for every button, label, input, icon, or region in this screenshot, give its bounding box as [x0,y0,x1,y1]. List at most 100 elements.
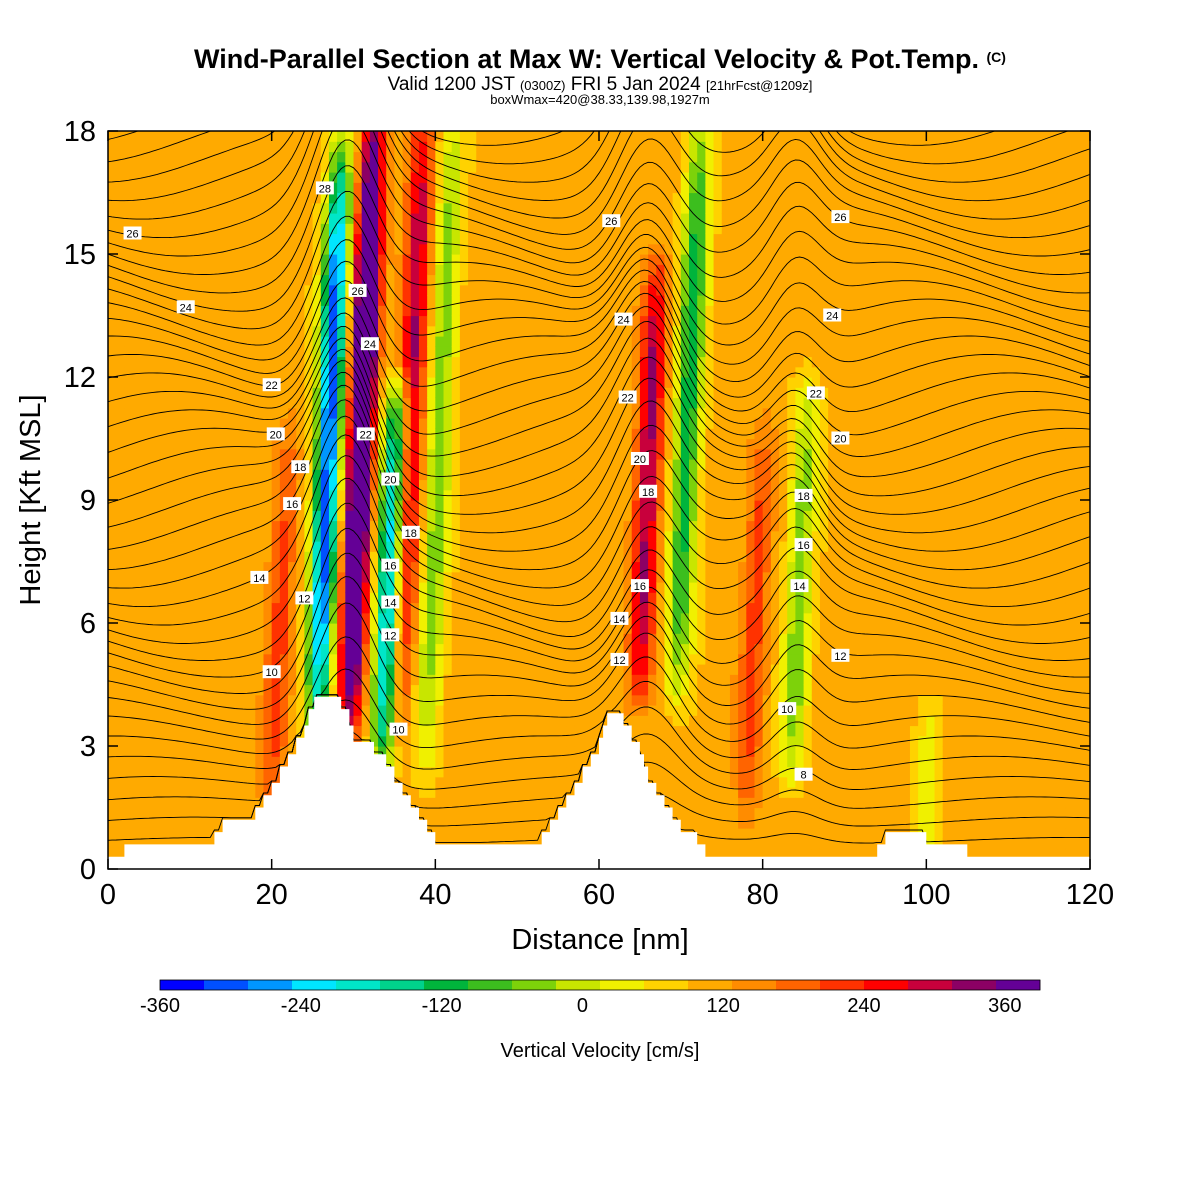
field-cell [476,500,486,511]
field-cell [116,817,125,829]
field-cell [206,489,215,501]
field-cell [271,284,281,296]
field-cell [173,366,183,378]
field-cell [459,295,469,306]
field-cell [508,161,518,173]
field-cell [639,715,649,727]
field-cell [468,776,477,788]
field-cell [271,602,281,614]
field-cell [148,817,158,829]
field-cell [394,213,404,224]
field-cell [108,356,117,368]
field-cell [435,418,445,429]
field-cell [500,469,510,481]
field-cell [214,602,224,614]
field-cell [279,131,289,142]
field-cell [165,776,175,788]
field-cell [517,407,526,419]
field-cell [435,264,445,276]
field-cell [312,295,322,306]
field-cell [574,479,584,491]
field-cell [500,459,510,470]
field-cell [108,571,117,583]
field-cell [140,356,150,368]
field-cell [418,407,428,419]
field-cell [525,387,535,399]
field-cell [549,418,559,429]
field-cell [402,674,412,686]
field-cell [247,264,256,276]
field-cell [574,202,584,214]
field-cell [664,489,674,501]
field-cell [394,254,404,265]
field-cell [345,459,355,470]
field-cell [132,295,142,306]
field-cell [328,520,338,532]
field-cell [345,325,355,337]
field-cell [566,664,576,675]
field-cell [214,653,224,665]
field-cell [206,213,215,224]
field-cell [599,366,608,378]
field-cell [558,674,567,686]
field-cell [525,254,535,265]
field-cell [296,551,305,563]
field-cell [157,674,166,686]
field-cell [402,192,412,204]
field-cell [410,448,420,460]
field-cell [459,428,469,440]
field-cell [607,233,616,245]
field-cell [476,182,486,194]
field-cell [378,182,387,194]
field-cell [108,530,117,542]
field-cell [459,223,469,235]
field-cell [337,233,346,245]
field-cell [590,715,600,727]
field-cell [198,243,207,255]
field-cell [345,612,355,624]
field-cell [394,131,404,142]
field-cell [451,397,461,409]
field-cell [157,807,166,819]
field-cell [230,797,240,809]
field-cell [574,397,584,409]
field-cell [623,223,633,235]
field-cell [288,448,297,460]
field-cell [459,161,469,173]
field-cell [198,776,207,788]
field-cell [656,541,666,552]
field-cell [394,756,404,768]
field-cell [541,459,551,470]
field-cell [484,807,494,819]
field-cell [157,254,166,265]
field-cell [558,479,567,491]
field-cell [484,469,494,481]
field-cell [296,715,305,727]
field-cell [230,664,240,675]
field-cell [599,530,608,542]
field-cell [124,254,134,265]
field-cell [623,264,633,276]
field-cell [549,448,559,460]
field-cell [484,284,494,296]
field-cell [468,653,477,665]
field-cell [525,510,535,522]
field-cell [656,766,666,778]
field-cell [157,346,166,358]
field-cell [476,520,486,532]
field-cell [238,510,248,522]
field-cell [566,725,576,737]
field-cell [459,192,469,204]
field-cell [173,817,183,829]
field-cell [508,643,518,655]
field-cell [214,500,224,511]
field-cell [492,213,502,224]
field-cell [582,541,592,552]
field-cell [468,694,477,706]
field-cell [656,428,666,440]
field-cell [517,838,526,850]
field-cell [623,182,633,194]
field-cell [451,192,461,204]
field-cell [353,325,363,337]
field-cell [590,131,600,142]
